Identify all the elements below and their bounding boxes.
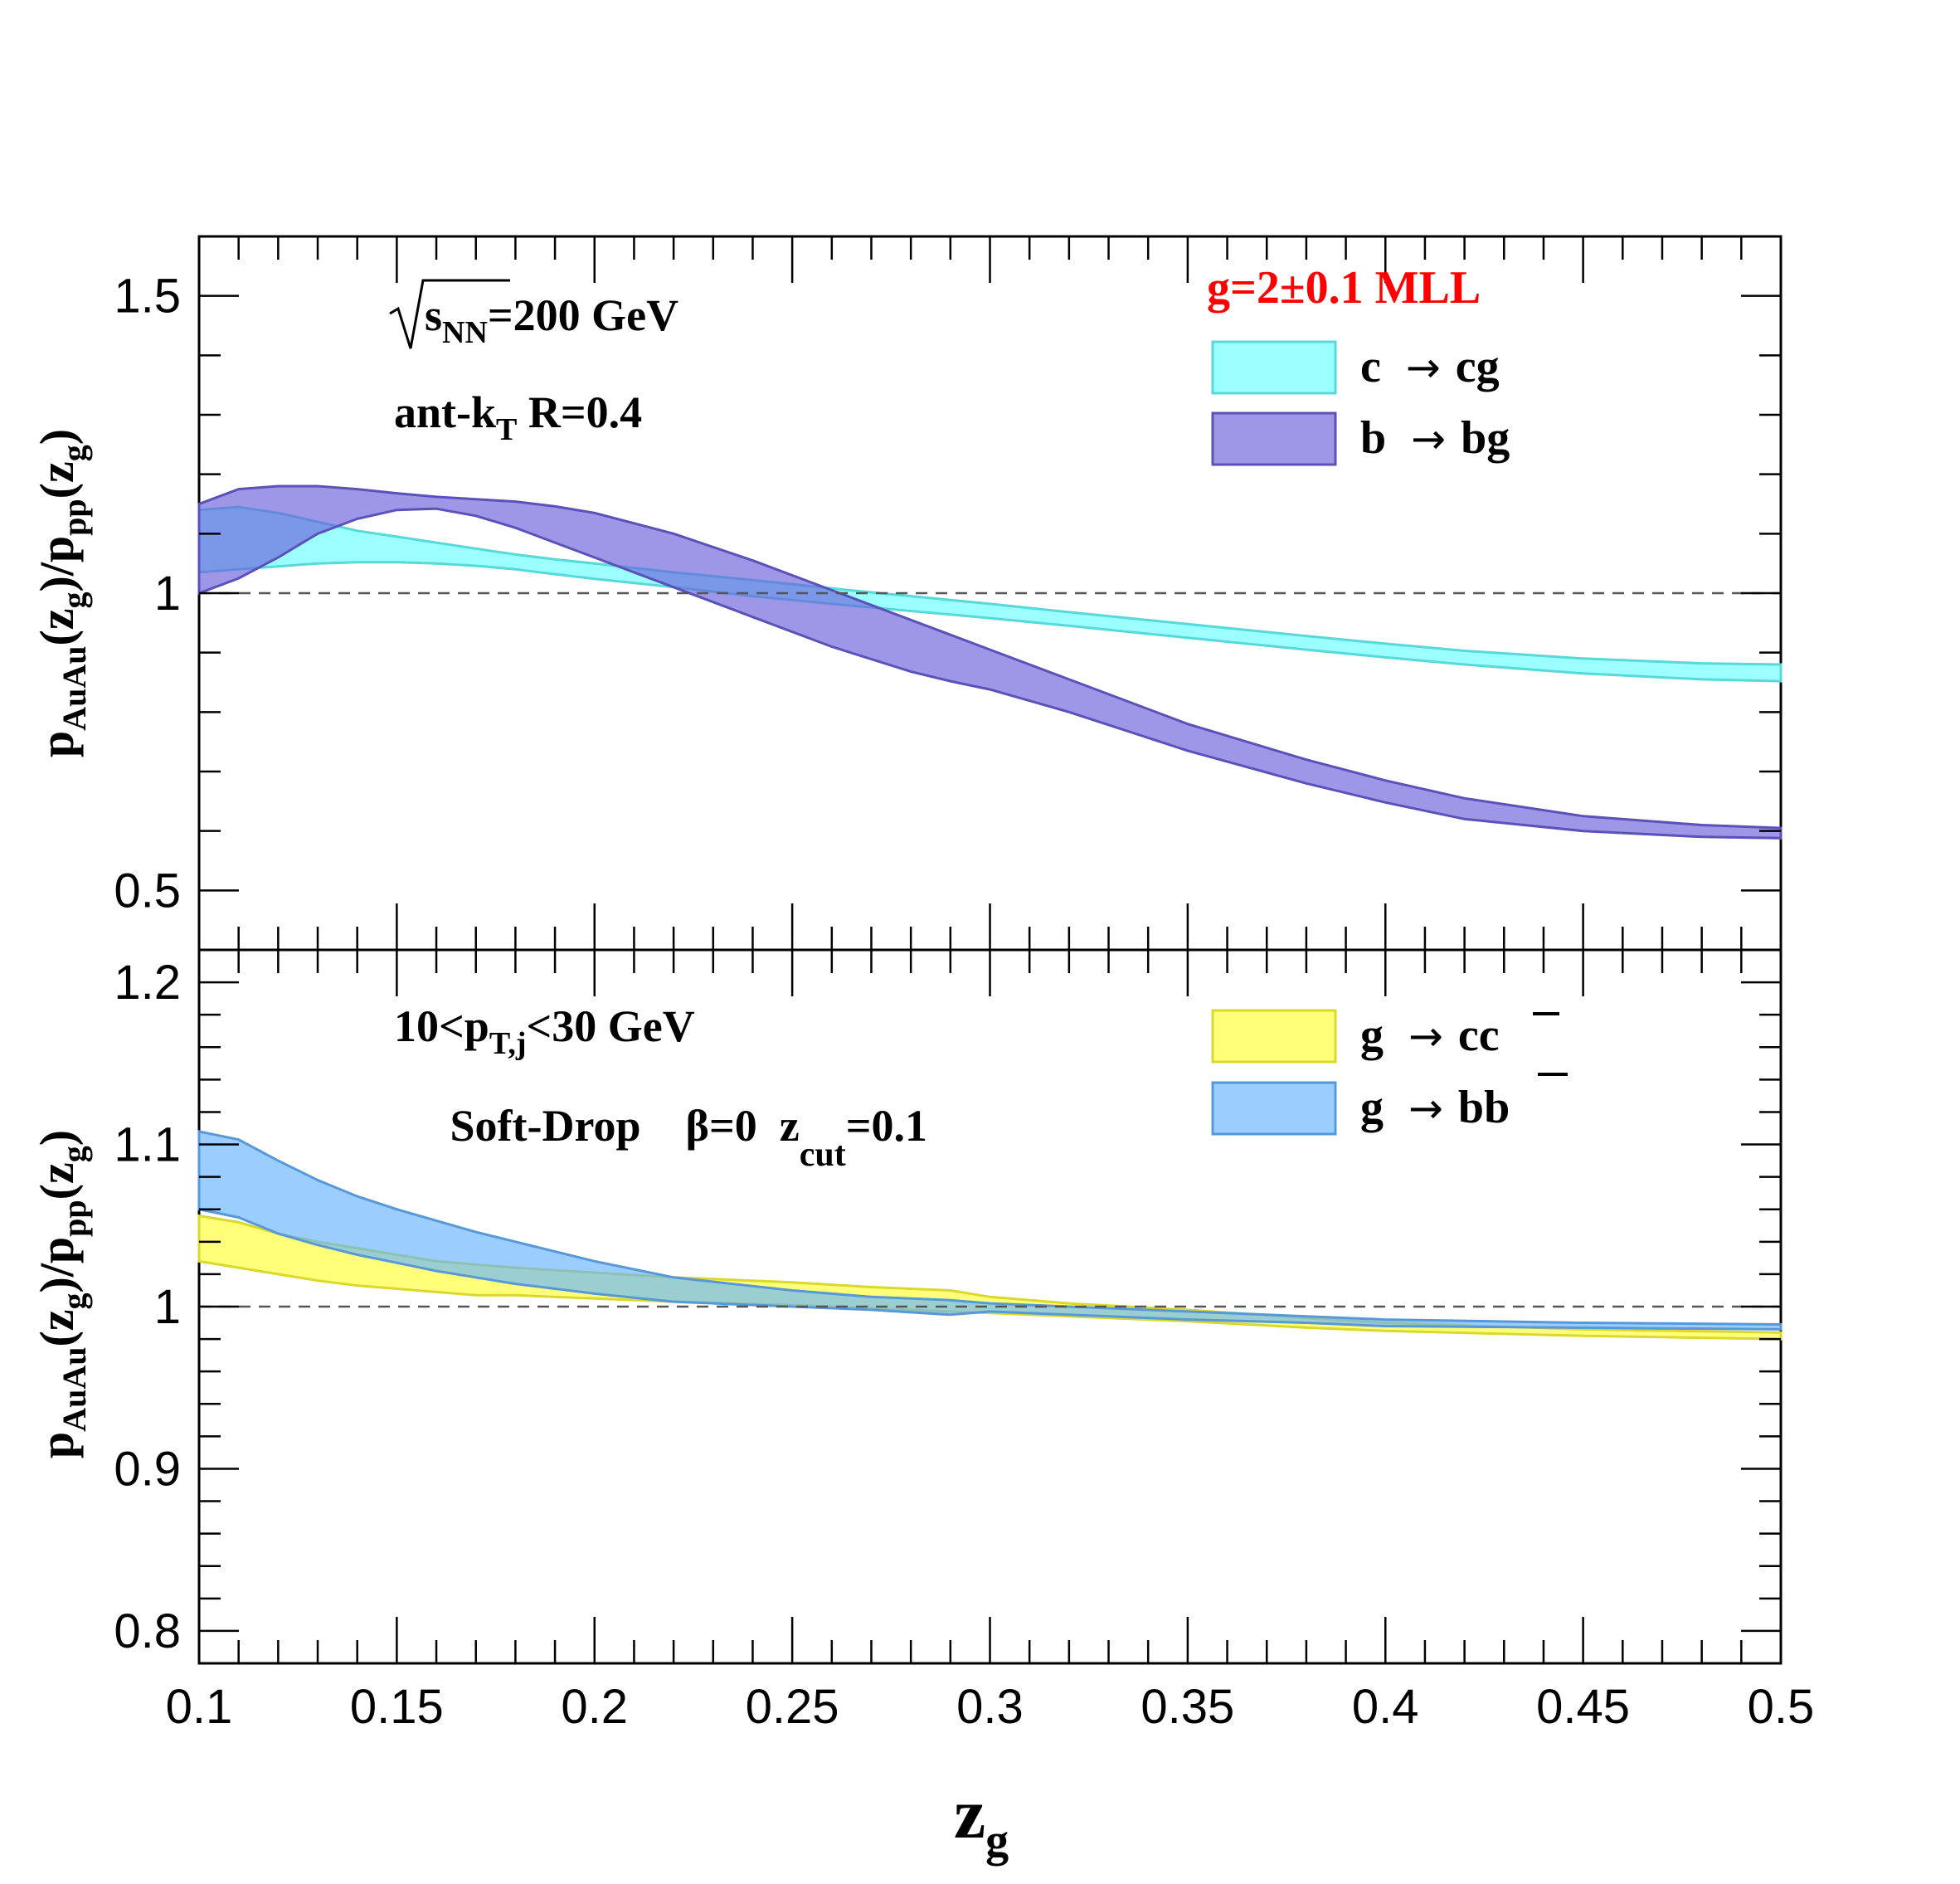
energy-annotation: sNN=200 GeV — [389, 279, 678, 350]
legend-label-g-ccbar: g → cc — [1360, 1010, 1500, 1061]
legend-bottom: g → cc g → bb — [1211, 1009, 1568, 1136]
xtick-label: 0.45 — [1536, 1680, 1630, 1734]
algo-pre: ant-k — [394, 387, 496, 437]
band-bottom-1 — [197, 1130, 1782, 1331]
algo-post: R=0.4 — [517, 387, 642, 437]
xtick-label: 0.3 — [956, 1680, 1024, 1734]
algo-annotation: ant-kT R=0.4 — [394, 387, 642, 447]
bottom-bands — [197, 1130, 1782, 1341]
algo-sub: T — [496, 412, 517, 447]
legend-swatch-g-ccbar — [1211, 1009, 1337, 1064]
ytick-label-bottom: 1 — [154, 1280, 181, 1334]
ytick-label-bottom: 0.8 — [114, 1604, 181, 1658]
xtick-label: 0.35 — [1140, 1680, 1234, 1734]
energy-sub: NN — [442, 315, 488, 350]
xtick-label: 0.25 — [746, 1680, 839, 1734]
legend-title: g=2±0.1 MLL — [1207, 262, 1481, 314]
reference-lines — [199, 591, 1781, 1308]
legend-label-g-bbbar: g → bb — [1360, 1082, 1510, 1133]
legend-swatch-g-bbbar — [1211, 1081, 1337, 1136]
arrow-glyph: → — [1408, 1084, 1443, 1132]
axis-ticks — [199, 236, 1781, 1663]
xtick-label: 0.4 — [1352, 1680, 1419, 1734]
legend-label-c-cg: c → cg — [1360, 341, 1500, 392]
legend-swatch-c-cg — [1211, 340, 1337, 395]
legend-swatch-b-bg — [1211, 411, 1337, 466]
sqrt-symbol — [389, 279, 510, 349]
xtick-label: 0.2 — [561, 1680, 628, 1734]
top-bands — [197, 484, 1782, 840]
energy-post: =200 GeV — [488, 290, 678, 340]
legend-top: c → cg b → bg — [1211, 340, 1510, 466]
tick-labels: 0.5 1 1.5 0.8 0.9 1 1.1 1.2 0.1 0.15 0.2 0.25 0.3 0.3… — [114, 270, 1814, 1734]
ytick-label-top: 1 — [154, 567, 181, 621]
xtick-label: 0.15 — [350, 1680, 444, 1734]
top-ylabel: pAuAu(zg)/ppp(zg) — [30, 429, 93, 757]
ytick-label-bottom: 0.9 — [114, 1442, 181, 1496]
legend-label-b-bg: b → bg — [1360, 412, 1510, 464]
band-top-1 — [197, 484, 1782, 840]
x-axis-label: zg — [954, 1774, 1009, 1867]
energy-pre: s — [425, 290, 442, 340]
xtick-label: 0.5 — [1748, 1680, 1815, 1734]
arrow-glyph: → — [1411, 415, 1446, 463]
arrow-glyph: → — [1406, 343, 1441, 392]
xtick-label: 0.1 — [166, 1680, 233, 1734]
svg-text:sNN=200 GeV: sNN=200 GeV — [425, 290, 678, 350]
ytick-label-bottom: 1.2 — [114, 956, 181, 1010]
ytick-label-bottom: 1.1 — [114, 1118, 181, 1172]
softdrop-annotation: Soft-Drop β=0 zcut=0.1 — [394, 1101, 961, 1174]
pt-annotation: 10<pT,j<30 GeV — [394, 1001, 695, 1061]
arrow-glyph: → — [1408, 1012, 1443, 1060]
ytick-label-top: 1.5 — [114, 270, 181, 324]
ytick-label-top: 0.5 — [114, 864, 181, 918]
bottom-ylabel: pAuAu(zg)/ppp(zg) — [30, 1130, 93, 1458]
band-top-0 — [197, 505, 1782, 683]
